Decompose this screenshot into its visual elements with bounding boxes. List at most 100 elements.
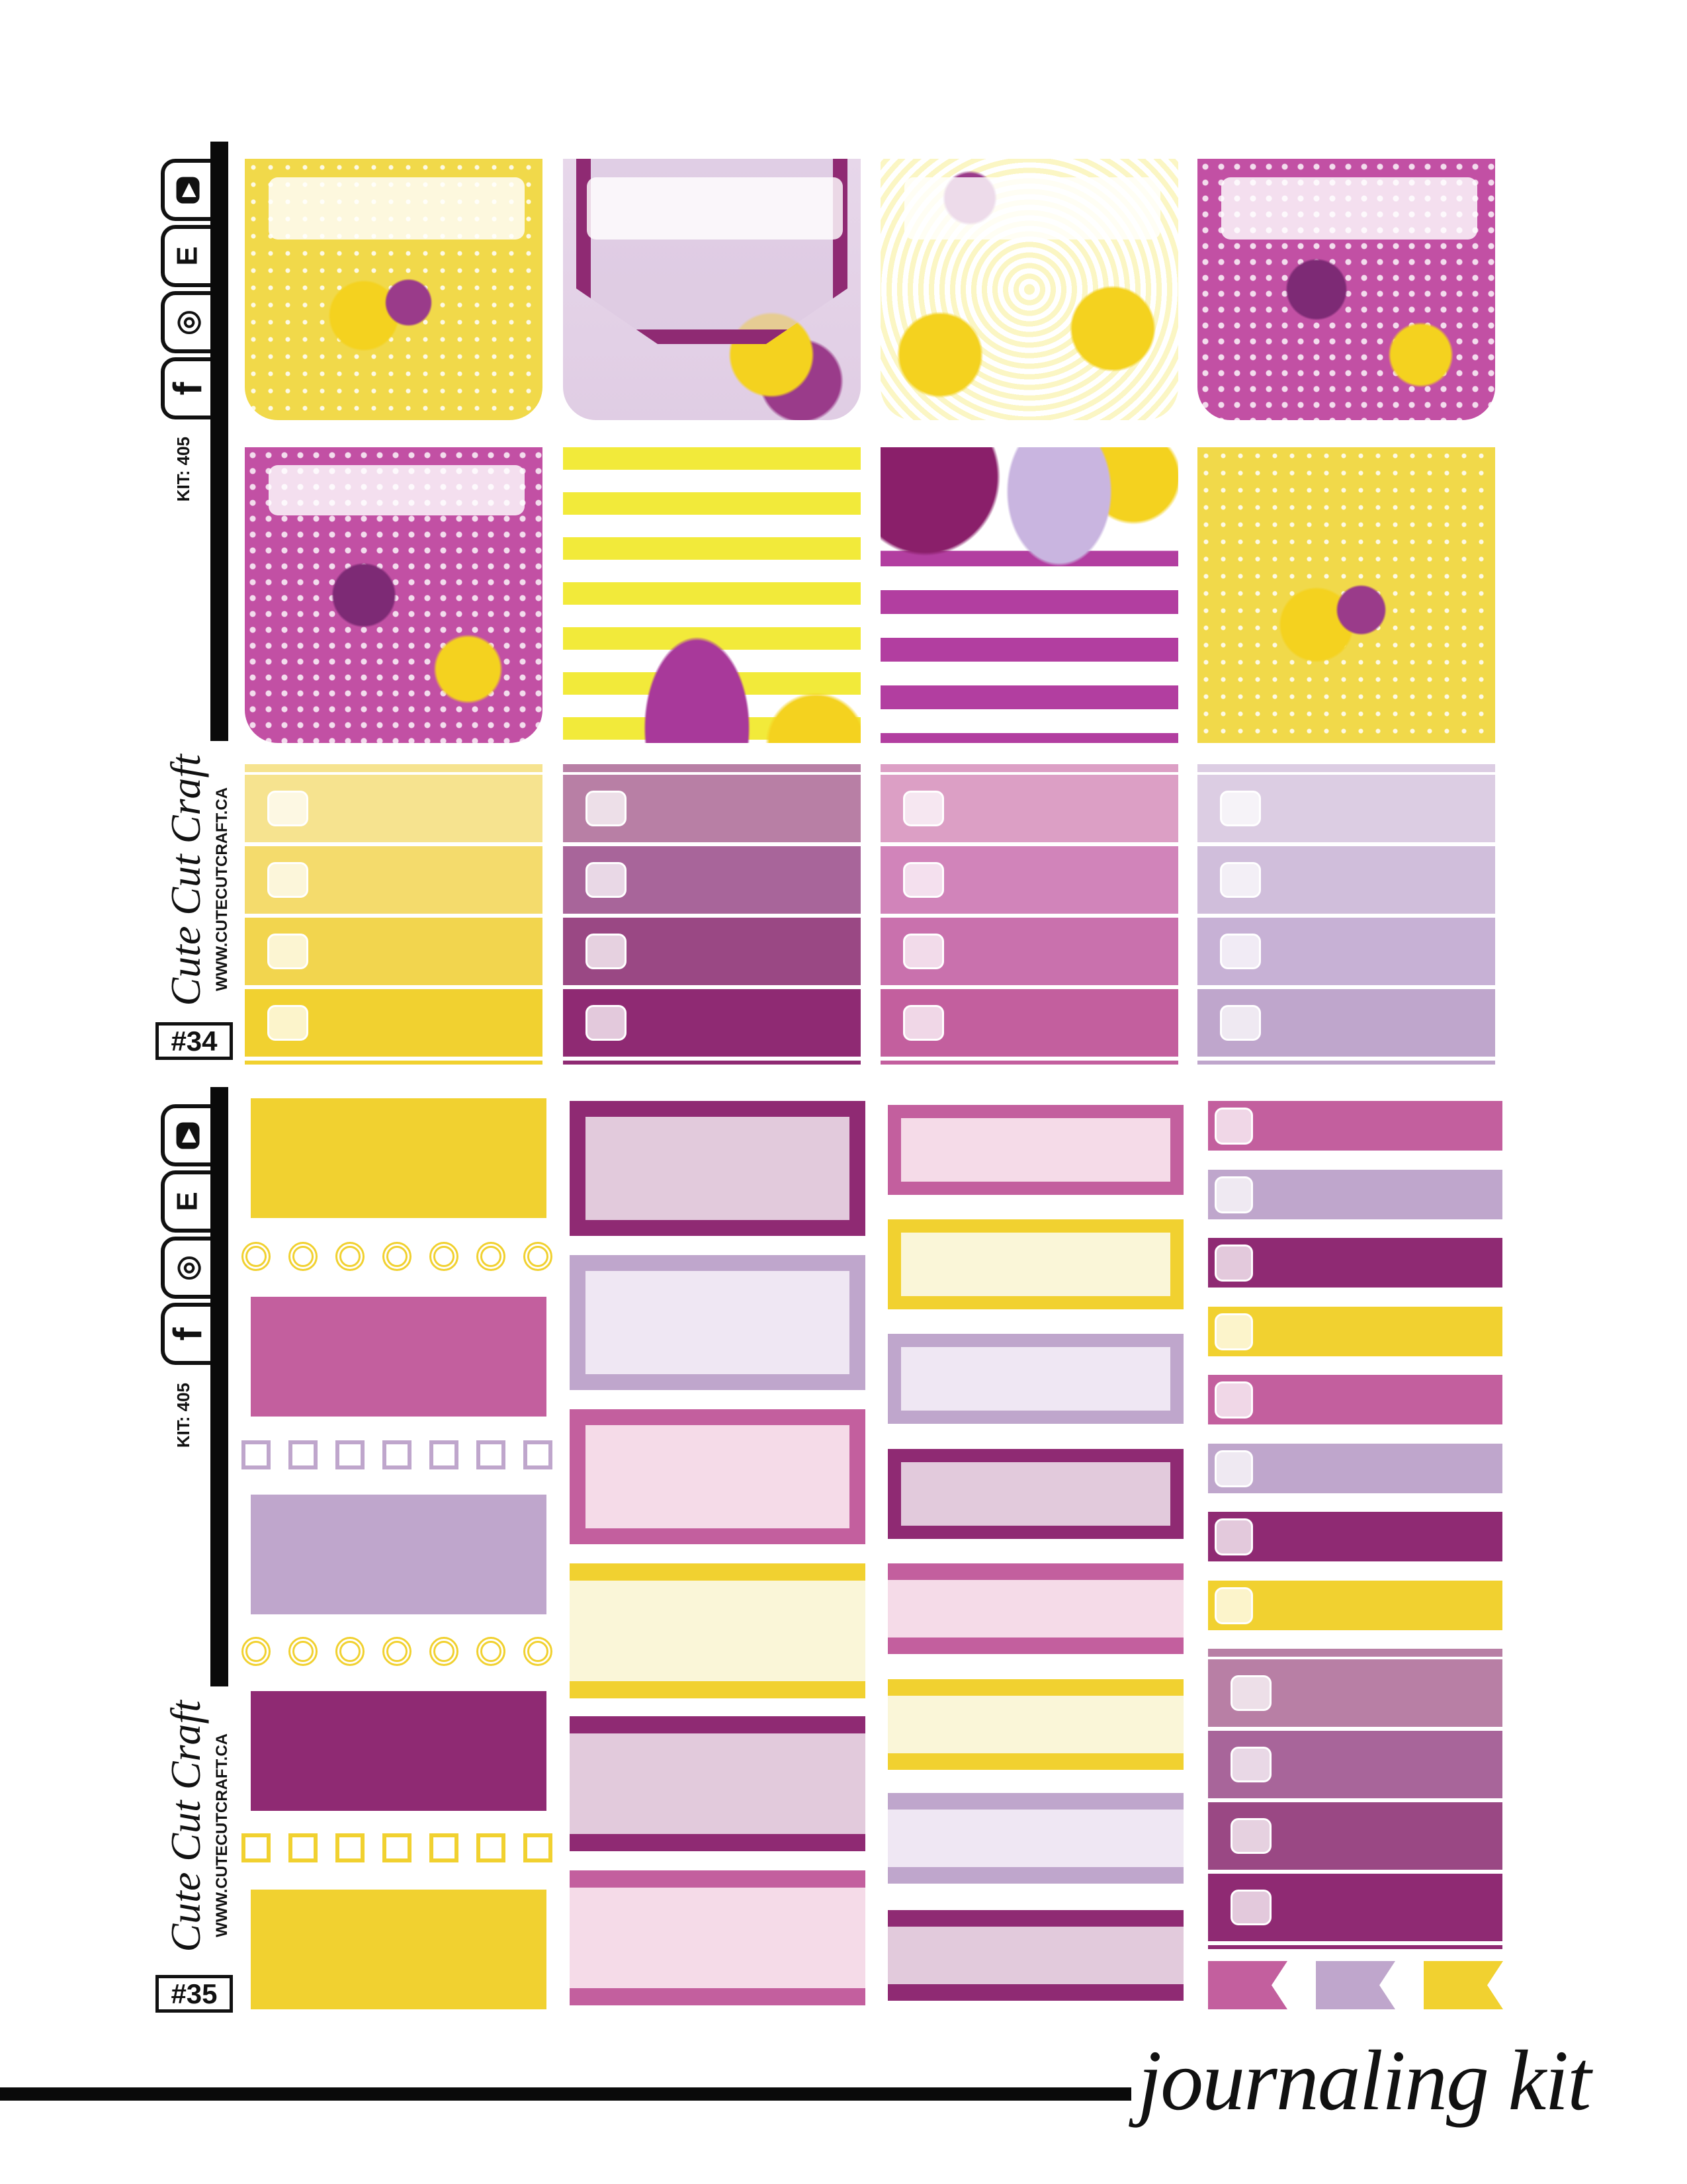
checkbox (1215, 1108, 1253, 1145)
floral-sticker-magenta-polka-floral (245, 447, 542, 743)
social-icon-box: ▶ (161, 159, 210, 221)
header-box-sticker (570, 1563, 865, 1698)
checkbox (585, 791, 627, 826)
checkbox-bar-sticker (1208, 1238, 1502, 1288)
checklist-row (563, 918, 861, 985)
header-label-sticker (888, 1910, 1184, 2001)
checkbox (1215, 1176, 1253, 1213)
sidebar-black-bar (210, 1087, 228, 1686)
checkbox (1231, 1675, 1272, 1711)
checkbox-bar-sticker (1208, 1375, 1502, 1424)
circle-tracker (241, 1242, 271, 1271)
checklist-row (1208, 1659, 1502, 1727)
brand-logo: Cute Cut Craft (162, 1700, 209, 1952)
checkbox (267, 862, 308, 898)
checkbox (1215, 1450, 1253, 1487)
checklist-row (563, 775, 861, 842)
framed-label-sticker (888, 1219, 1184, 1309)
social-icon-box: E (161, 1170, 210, 1233)
framed-label-sticker (888, 1449, 1184, 1539)
circle-tracker (429, 1637, 458, 1666)
checkbox (267, 1005, 308, 1041)
checklist-top-rule (1197, 764, 1495, 772)
social-icon-box: ▶ (161, 1104, 210, 1166)
framed-box-sticker (570, 1409, 865, 1544)
checklist-row (563, 989, 861, 1057)
checkbox (1220, 791, 1261, 826)
checklist-row (881, 775, 1178, 842)
checkbox (903, 862, 944, 898)
youtube-icon: ▶ (176, 1122, 199, 1149)
social-icon-box: E (161, 225, 210, 287)
square-tracker (382, 1833, 411, 1862)
footer-title: journaling kit (1138, 2033, 1591, 2128)
square-tracker (523, 1833, 552, 1862)
checkbox (903, 934, 944, 969)
checkbox (585, 934, 627, 969)
checklist-bottom-rule (1197, 1061, 1495, 1065)
checklist-row (245, 918, 542, 985)
circle-tracker (335, 1242, 365, 1271)
checklist-bottom-rule (563, 1061, 861, 1065)
checklist-row (1197, 775, 1495, 842)
instagram-icon: ◎ (171, 1254, 204, 1281)
circle-tracker (523, 1242, 552, 1271)
brand-url: WWW.CUTECUTCRAFT.CA (213, 1733, 231, 1937)
checklist-row (881, 989, 1178, 1057)
square-tracker (476, 1833, 505, 1862)
instagram-icon: ◎ (171, 309, 204, 335)
floral-sticker-yellow-polka-floral (1197, 447, 1495, 743)
checkbox (585, 862, 627, 898)
floral-sticker-yellow-stripe-floral (563, 447, 861, 743)
checklist-row (1197, 918, 1495, 985)
floral-sticker-magenta-stripe-floral (881, 447, 1178, 743)
square-tracker (288, 1833, 318, 1862)
checklist-bottom-rule (881, 1061, 1178, 1065)
checklist-row (563, 846, 861, 914)
checklist-row (1208, 1731, 1502, 1798)
circle-tracker (476, 1637, 505, 1666)
checklist-top-rule (881, 764, 1178, 772)
square-tracker (241, 1440, 271, 1469)
checklist-row (245, 846, 542, 914)
header-label-sticker (888, 1563, 1184, 1654)
checkbox (1231, 1890, 1272, 1925)
facebook-icon: f (165, 1327, 210, 1340)
checklist-row (1208, 1874, 1502, 1941)
checkbox-bar-sticker (1208, 1101, 1502, 1151)
checklist-top-rule (1208, 1649, 1502, 1657)
checklist-top-rule (245, 764, 542, 772)
checklist-row (881, 846, 1178, 914)
checklist-row (1197, 846, 1495, 914)
checklist-row (1197, 989, 1495, 1057)
checkbox (903, 1005, 944, 1041)
writing-label (587, 177, 843, 240)
facebook-icon: f (165, 382, 210, 395)
checkbox-bar-sticker (1208, 1443, 1502, 1493)
checkbox (1231, 1747, 1272, 1782)
checkbox-bar-sticker (1208, 1580, 1502, 1630)
checkbox (1215, 1518, 1253, 1555)
sidebar-black-bar (210, 142, 228, 741)
square-tracker (335, 1440, 365, 1469)
checkbox (1215, 1245, 1253, 1282)
square-tracker (476, 1440, 505, 1469)
header-label-sticker (888, 1679, 1184, 1770)
square-tracker (288, 1440, 318, 1469)
square-tracker (335, 1833, 365, 1862)
checkbox (1220, 862, 1261, 898)
checkbox (1220, 1005, 1261, 1041)
writing-label (269, 177, 525, 240)
circle-tracker (523, 1637, 552, 1666)
circle-tracker (288, 1637, 318, 1666)
flag-sticker (1424, 1961, 1503, 2009)
checkbox (1231, 1818, 1272, 1854)
square-tracker (241, 1833, 271, 1862)
kit-label: KIT: 405 (173, 437, 193, 502)
full-box-sticker (251, 1890, 546, 2009)
checkbox (903, 791, 944, 826)
framed-label-sticker (888, 1105, 1184, 1195)
header-box-sticker (570, 1716, 865, 1851)
checklist-bottom-rule (245, 1061, 542, 1065)
full-box-sticker (251, 1691, 546, 1811)
